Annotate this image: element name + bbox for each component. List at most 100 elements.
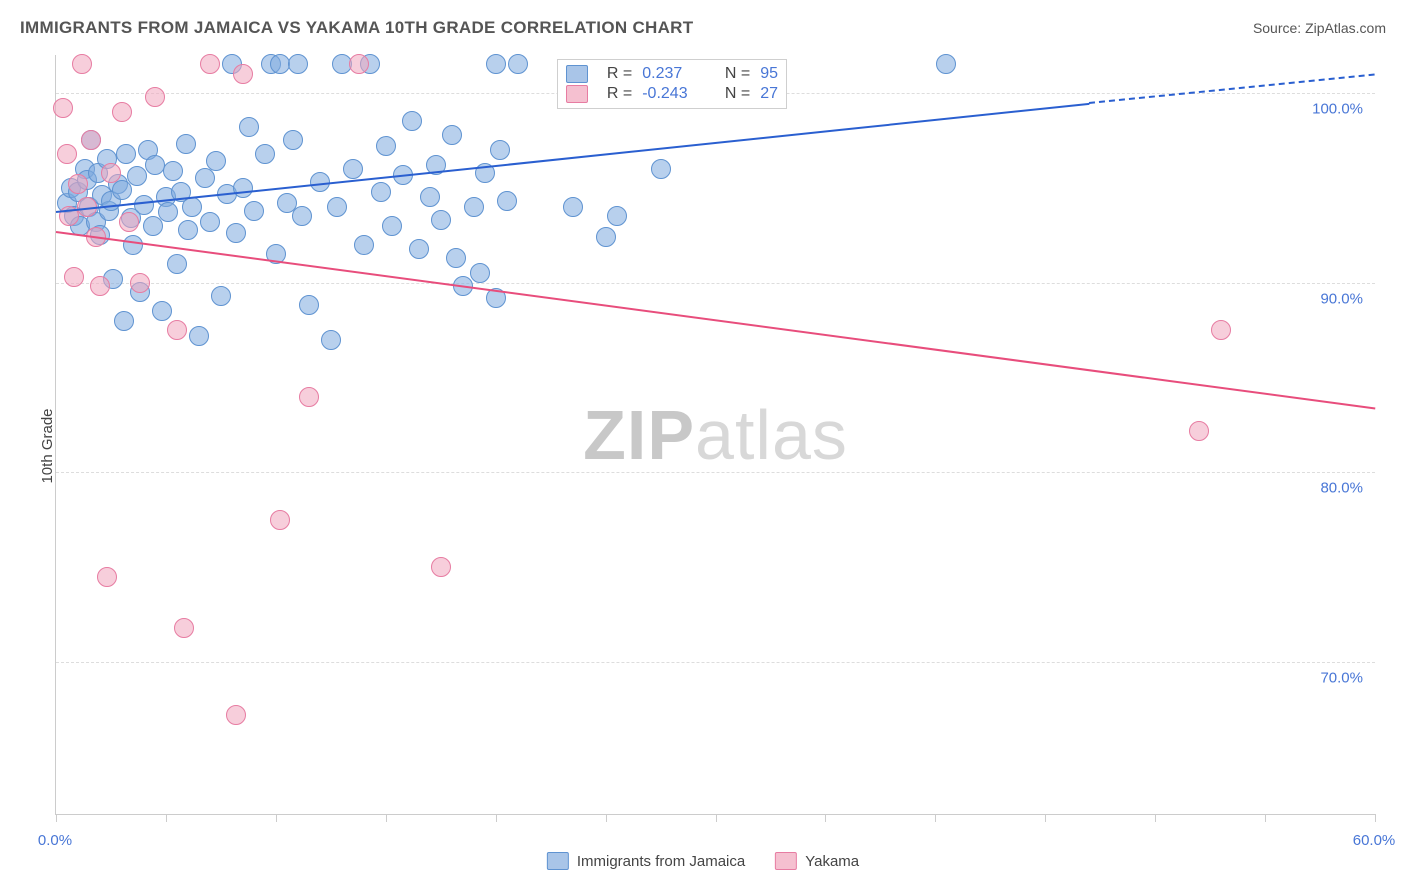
data-point [68,174,88,194]
data-point [349,54,369,74]
data-point [563,197,583,217]
data-point [123,235,143,255]
source-link[interactable]: ZipAtlas.com [1305,20,1386,36]
data-point [64,267,84,287]
data-point [936,54,956,74]
data-point [343,159,363,179]
data-point [371,182,391,202]
data-point [127,166,147,186]
gridline [56,283,1375,284]
legend-r-label: R = [598,65,632,83]
x-tick [1045,814,1046,822]
x-tick [276,814,277,822]
data-point [299,295,319,315]
data-point [292,206,312,226]
data-point [145,87,165,107]
data-point [226,223,246,243]
x-tick [56,814,57,822]
data-point [101,163,121,183]
data-point [182,197,202,217]
legend-bottom: Immigrants from Jamaica Yakama [547,852,859,870]
legend-swatch [547,852,569,870]
data-point [651,159,671,179]
gridline [56,662,1375,663]
data-point [233,64,253,84]
data-point [354,235,374,255]
data-point [167,254,187,274]
data-point [470,263,490,283]
data-point [200,54,220,74]
data-point [152,301,172,321]
watermark-rest: atlas [695,396,848,474]
y-tick-label: 70.0% [1320,670,1363,687]
data-point [178,220,198,240]
data-point [596,227,616,247]
data-point [195,168,215,188]
y-tick-label: 90.0% [1320,290,1363,307]
data-point [420,187,440,207]
gridline [56,472,1375,473]
data-point [206,151,226,171]
data-point [163,161,183,181]
data-point [607,206,627,226]
legend-r-value: 0.237 [642,65,706,83]
data-point [442,125,462,145]
data-point [112,102,132,122]
data-point [288,54,308,74]
data-point [72,54,92,74]
data-point [402,111,422,131]
data-point [497,191,517,211]
legend-r-value: -0.243 [642,85,706,103]
x-tick [935,814,936,822]
data-point [53,98,73,118]
data-point [233,178,253,198]
data-point [200,212,220,232]
legend-row: R =-0.243N =27 [566,84,778,104]
data-point [283,130,303,150]
legend-item: Yakama [775,852,859,870]
data-point [321,330,341,350]
legend-stats: R =0.237N =95R =-0.243N =27 [557,59,787,109]
y-axis-label: 10th Grade [39,408,56,483]
chart-header: IMMIGRANTS FROM JAMAICA VS YAKAMA 10TH G… [20,18,1386,38]
data-point [226,705,246,725]
data-point [239,117,259,137]
data-point [431,210,451,230]
data-point [211,286,231,306]
watermark-bold: ZIP [583,396,695,474]
plot-area: ZIPatlas 70.0%80.0%90.0%100.0%R =0.237N … [55,55,1375,815]
legend-swatch [566,65,588,83]
x-tick [606,814,607,822]
data-point [116,144,136,164]
x-tick [1155,814,1156,822]
legend-n-label: N = [716,65,750,83]
data-point [119,212,139,232]
data-point [1189,421,1209,441]
x-tick [166,814,167,822]
source-prefix: Source: [1253,20,1305,36]
x-tick [716,814,717,822]
data-point [1211,320,1231,340]
data-point [174,618,194,638]
data-point [490,140,510,160]
data-point [486,54,506,74]
legend-label: Immigrants from Jamaica [577,853,745,870]
data-point [97,567,117,587]
legend-swatch [566,85,588,103]
x-tick [496,814,497,822]
chart-source: Source: ZipAtlas.com [1253,20,1386,36]
data-point [114,311,134,331]
data-point [464,197,484,217]
data-point [90,276,110,296]
x-tick [386,814,387,822]
data-point [431,557,451,577]
chart-title: IMMIGRANTS FROM JAMAICA VS YAKAMA 10TH G… [20,18,693,38]
x-tick [1375,814,1376,822]
data-point [255,144,275,164]
legend-n-label: N = [716,85,750,103]
data-point [446,248,466,268]
x-tick-label: 60.0% [1353,832,1396,849]
data-point [134,195,154,215]
data-point [382,216,402,236]
data-point [189,326,209,346]
